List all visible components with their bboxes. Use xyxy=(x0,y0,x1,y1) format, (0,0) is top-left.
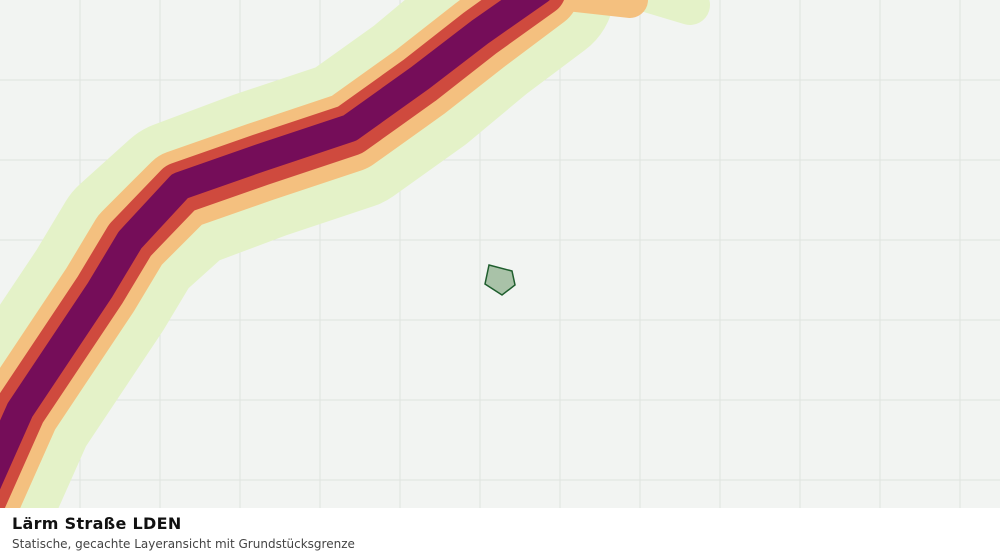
noise-band-very-high xyxy=(0,0,550,490)
noise-bands xyxy=(0,0,710,508)
parcel-boundary[interactable] xyxy=(484,264,516,296)
map xyxy=(0,0,1000,508)
layer-subtitle: Statische, gecachte Layeransicht mit Gru… xyxy=(12,537,355,551)
noise-band-low xyxy=(558,0,710,25)
caption: Lärm Straße LDEN Statische, gecachte Lay… xyxy=(0,508,1000,560)
layer-title: Lärm Straße LDEN xyxy=(12,514,182,533)
